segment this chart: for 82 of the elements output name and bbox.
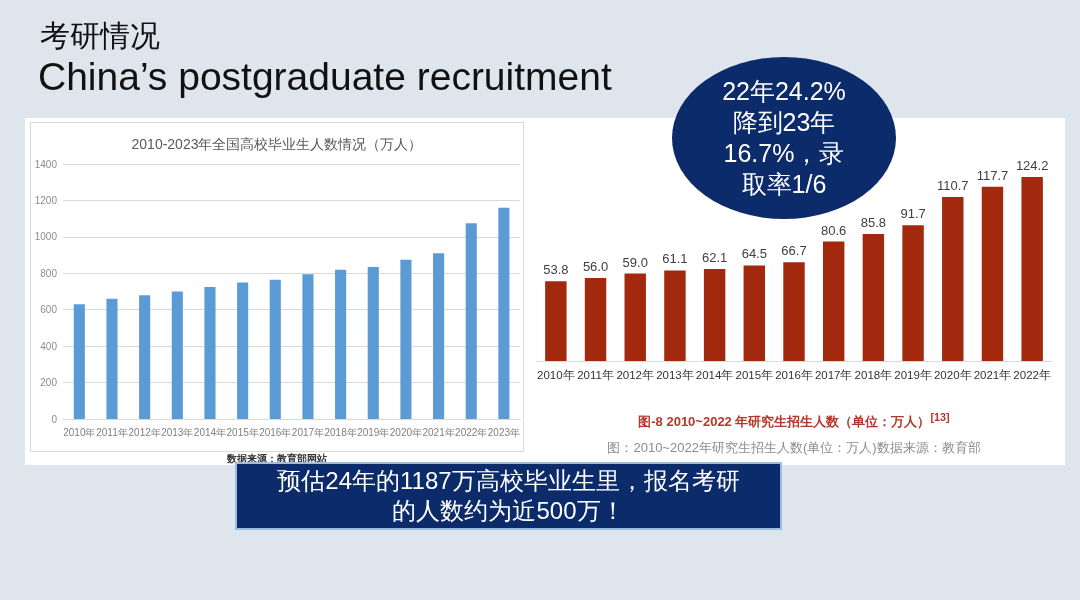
x-tick-label: 2019年	[357, 426, 390, 438]
bar	[545, 281, 567, 361]
x-tick-label: 2011年	[96, 426, 128, 438]
data-label: 53.8	[543, 262, 569, 278]
bar	[743, 265, 766, 361]
y-tick-label: 1000	[34, 231, 58, 243]
x-tick-label: 2021年	[973, 369, 1012, 381]
x-tick-label: 2019年	[894, 369, 932, 381]
data-label: 117.7	[976, 167, 1009, 183]
bar	[106, 298, 118, 419]
chart-title: 2010-2023年全国高校毕业生人数情况（万人）	[131, 136, 423, 152]
x-tick-label: 2011年	[577, 369, 614, 381]
y-tick-label: 1200	[34, 194, 58, 206]
data-label: 124.2	[1015, 158, 1049, 173]
y-tick-label: 1400	[34, 158, 58, 170]
x-tick-label: 2015年	[735, 369, 774, 381]
text: 图：2010~2022年研究生招生人数(单位：万人)数据来源：教育部	[606, 439, 982, 457]
bar	[584, 278, 607, 361]
x-tick-label: 2012年	[616, 369, 655, 381]
bar	[862, 233, 885, 361]
bar	[335, 269, 347, 419]
x-tick-label: 2014年	[695, 369, 734, 381]
data-label: 110.7	[936, 178, 969, 193]
bar	[902, 225, 924, 361]
x-tick-label: 2018年	[324, 426, 357, 438]
x-tick-label: 2016年	[775, 369, 813, 381]
data-label: 66.7	[781, 243, 807, 259]
bar	[367, 266, 379, 419]
x-tick-label: 2018年	[854, 369, 893, 381]
x-tick-label: 2021年	[422, 426, 455, 438]
text: 图-8 2010~2022 年研究生招生人数（单位：万人）$^{[13]}$	[637, 411, 951, 432]
y-tick-label: 200	[40, 377, 58, 389]
x-tick-label: 2013年	[656, 369, 694, 381]
data-label: 62.1	[701, 250, 728, 265]
bar	[171, 291, 183, 419]
bar	[822, 241, 845, 361]
data-label: 85.8	[860, 214, 887, 230]
bar	[73, 304, 85, 419]
x-tick-label: 2015年	[226, 426, 259, 438]
bar	[942, 197, 964, 361]
annotation: 22年24.2%降到23年16.7%，录取率1/6	[721, 76, 847, 200]
data-label: 59.0	[622, 254, 648, 270]
bar	[1021, 177, 1043, 361]
x-tick-label: 2020年	[933, 369, 972, 381]
bar	[783, 262, 805, 361]
bar	[204, 286, 216, 419]
data-label: 61.1	[662, 251, 688, 267]
x-tick-label: 2010年	[537, 369, 575, 381]
bar	[400, 259, 412, 419]
bar	[703, 269, 726, 361]
y-tick-label: 400	[40, 340, 58, 352]
x-tick-label: 2010年	[63, 426, 96, 438]
y-tick-label: 0	[51, 413, 58, 425]
bar	[664, 270, 686, 361]
x-tick-label: 2020年	[389, 426, 423, 438]
y-tick-label: 800	[40, 267, 58, 279]
x-tick-label: 2012年	[128, 426, 161, 438]
bar	[237, 282, 249, 419]
text: 考研情况	[40, 19, 160, 52]
x-tick-label: 2023年	[487, 426, 521, 438]
x-tick-label: 2022年	[1013, 369, 1051, 381]
data-label: 64.5	[741, 246, 767, 262]
bar	[624, 273, 646, 361]
text: China’s postgraduate recruitment	[38, 55, 612, 99]
y-tick-label: 600	[40, 304, 58, 316]
x-tick-label: 2017年	[291, 426, 325, 438]
data-label: 56.0	[582, 259, 609, 275]
bar	[269, 279, 281, 419]
x-tick-label: 2022年	[455, 426, 488, 438]
x-tick-label: 2017年	[814, 369, 853, 381]
bar	[302, 274, 314, 419]
bar	[139, 295, 151, 419]
x-tick-label: 2013年	[161, 426, 194, 438]
text: 预估24年的1187万高校毕业生里，报名考研的人数约为近500万！	[276, 466, 741, 526]
x-tick-label: 2014年	[193, 426, 227, 438]
x-tick-label: 2016年	[259, 426, 292, 438]
data-label: 80.6	[821, 222, 847, 238]
bar	[498, 207, 510, 419]
data-label: 91.7	[900, 206, 926, 222]
bar	[465, 223, 477, 419]
bar	[981, 186, 1004, 361]
bar	[433, 253, 445, 419]
